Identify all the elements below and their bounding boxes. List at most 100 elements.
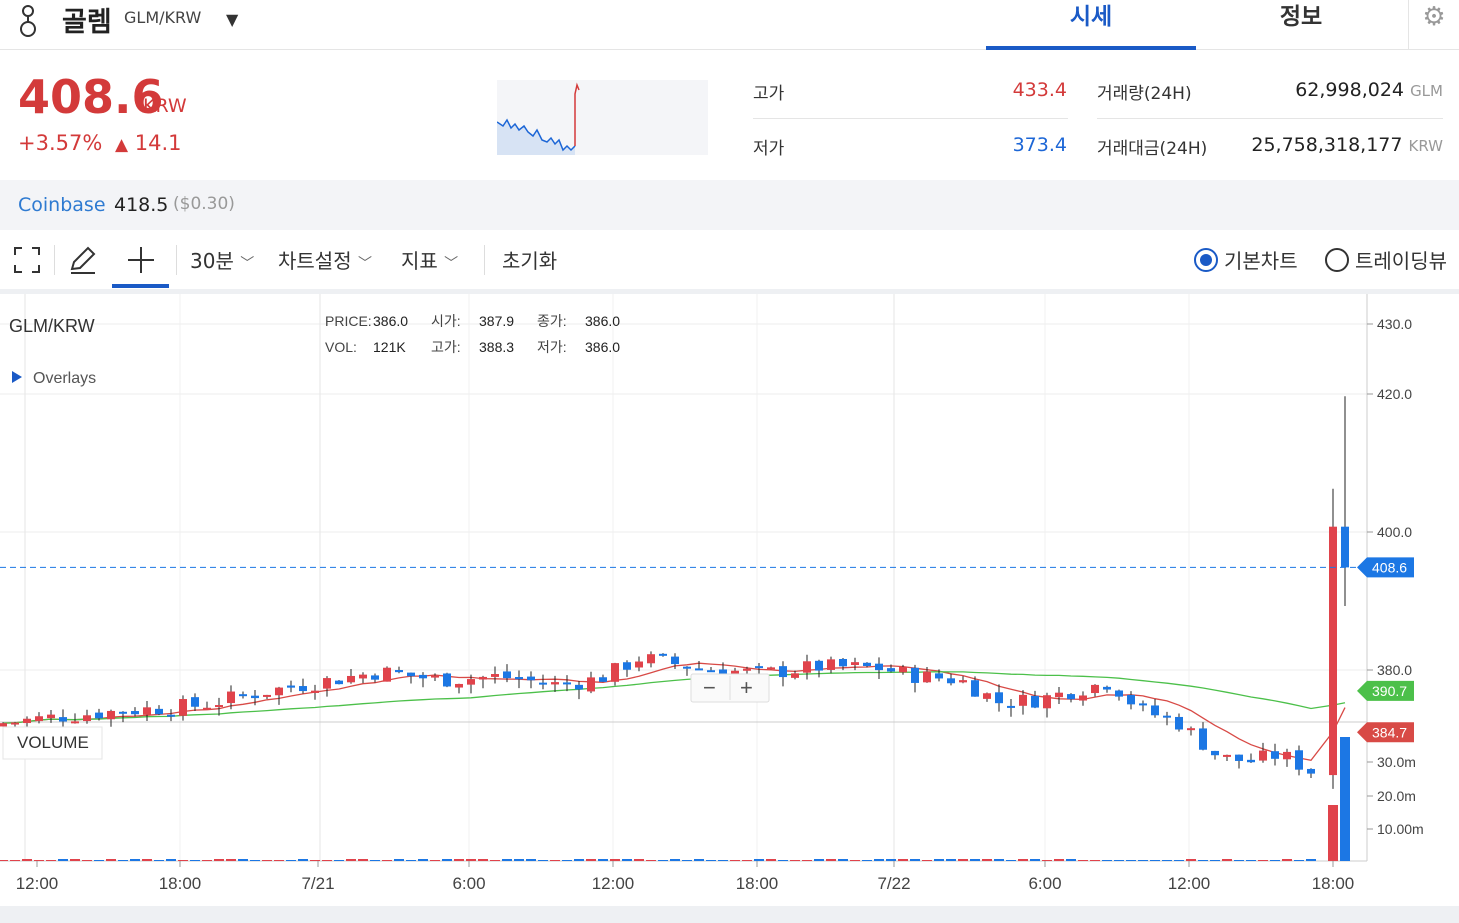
volume-bar — [934, 859, 944, 861]
candle-body — [995, 692, 1003, 704]
candle-body — [347, 675, 355, 683]
candle-body — [743, 668, 751, 671]
candle-body — [1295, 750, 1303, 770]
volume-bar — [706, 860, 716, 861]
pencil-icon[interactable] — [68, 245, 98, 275]
candle-body — [587, 677, 595, 692]
candle-body — [719, 669, 727, 677]
candle-body — [287, 685, 295, 688]
volume-bar — [178, 860, 188, 861]
volume-bar — [814, 859, 824, 861]
exchange-link[interactable]: Coinbase — [18, 194, 106, 216]
fullscreen-icon[interactable] — [14, 247, 40, 273]
change-amount: 14.1 — [134, 131, 182, 155]
volume-bar — [1042, 860, 1052, 861]
volume-bar — [610, 859, 620, 861]
basic-chart-radio[interactable] — [1194, 248, 1218, 272]
volume-bar — [430, 860, 440, 861]
change-percent: +3.57% — [18, 131, 103, 155]
moving-averages — [2, 662, 1346, 762]
toolbar-divider — [176, 245, 177, 275]
volume-bar — [958, 859, 968, 861]
candle-body — [1223, 754, 1231, 757]
overlays-toggle[interactable]: Overlays — [33, 370, 96, 387]
volume-bar — [298, 859, 308, 861]
volume-panel-label: VOLUME — [2, 726, 103, 760]
volume-bar — [898, 859, 908, 861]
reset-button[interactable]: 초기화 — [502, 249, 558, 273]
tab-info[interactable]: 정보 — [1279, 4, 1323, 30]
exchange-price: 418.5 — [114, 194, 169, 216]
candle-body — [443, 673, 451, 687]
volume-bar — [1174, 860, 1184, 861]
volume-bar — [70, 859, 80, 861]
gear-icon[interactable]: ⚙ — [1408, 0, 1459, 50]
candle-body — [575, 684, 583, 690]
candle-body — [767, 667, 775, 670]
candle-body — [1031, 695, 1039, 708]
exchange-compare-bar: Coinbase 418.5 ($0.30) — [0, 180, 1459, 230]
volume-tick-label: 30.0m — [1377, 754, 1416, 770]
volume-bar — [1222, 859, 1232, 861]
volume-unit: GLM — [1410, 82, 1443, 100]
ohlc-open-label: 시가: — [431, 313, 461, 329]
volume-bar — [370, 860, 380, 861]
volume-bar — [1138, 860, 1148, 861]
up-triangle-icon: ▲ — [115, 135, 129, 155]
candle-body — [251, 695, 259, 699]
volume-bar — [1306, 859, 1316, 861]
ma-short-tag: 384.7 — [1372, 724, 1407, 740]
chevron-down-icon: ﹀ — [240, 256, 255, 272]
candle-body — [479, 676, 487, 680]
candle-body — [1067, 694, 1075, 700]
candle-body — [455, 683, 463, 688]
chart-settings-dropdown[interactable]: 차트설정 ﹀ — [278, 245, 372, 274]
candle-body — [1091, 684, 1099, 694]
candle-body — [623, 662, 631, 670]
basic-chart-label[interactable]: 기본차트 — [1224, 249, 1298, 273]
volume-bar — [0, 860, 8, 861]
tab-price[interactable]: 시세 — [986, 0, 1196, 50]
zoom-in-button[interactable]: + — [740, 675, 753, 700]
volume-bar — [1150, 860, 1160, 861]
volume-bar — [562, 860, 572, 861]
candle-body — [911, 667, 919, 683]
volume-bar — [838, 859, 848, 861]
volume-tick-label: 10.00m — [1377, 821, 1424, 837]
volume-bar — [682, 860, 692, 861]
volume-bar — [574, 859, 584, 861]
coin-dropdown-icon[interactable]: ▼ — [226, 10, 239, 29]
candlestick-chart[interactable]: 430.0 420.0 400.0 380.0 30.0m 20.0m 10.00m 12:0… — [0, 294, 1459, 906]
interval-dropdown[interactable]: 30분 ﹀ — [190, 245, 254, 274]
divider — [1097, 118, 1443, 119]
indicators-dropdown[interactable]: 지표 ﹀ — [401, 245, 458, 274]
volume-tick-label: 20.0m — [1377, 788, 1416, 804]
candle-body — [59, 717, 67, 722]
crosshair-icon[interactable] — [126, 245, 156, 275]
ohlc-close-label: 종가: — [537, 313, 567, 329]
chevron-down-icon: ﹀ — [357, 256, 372, 272]
candle-body — [335, 680, 343, 685]
volume-bar — [106, 859, 116, 861]
volume-bar — [718, 860, 728, 861]
ohlc-high-label: 고가: — [431, 339, 461, 355]
candle-body — [107, 710, 115, 720]
candle-body — [263, 694, 271, 697]
candle-body — [1199, 728, 1207, 750]
tradingview-label[interactable]: 트레이딩뷰 — [1355, 249, 1447, 273]
volume-bar — [982, 859, 992, 861]
volume-bar — [1102, 860, 1112, 861]
zoom-out-button[interactable]: − — [703, 675, 716, 700]
chart-toolbar: 30분 ﹀ 차트설정 ﹀ 지표 ﹀ 초기화 기본차트 트레이딩뷰 — [0, 231, 1459, 289]
x-tick-label: 6:00 — [1028, 874, 1061, 893]
candle-body — [635, 661, 643, 668]
candle-body — [407, 672, 415, 677]
candle-body — [611, 663, 619, 682]
volume-bar — [766, 859, 776, 861]
volume-bar — [526, 859, 536, 861]
candle-body — [167, 714, 175, 717]
tradingview-radio[interactable] — [1325, 248, 1349, 272]
expand-triangle-icon[interactable] — [12, 371, 22, 383]
ma-long-tag-bg — [1357, 680, 1414, 701]
ohlc-vol-label: VOL: — [325, 339, 357, 355]
